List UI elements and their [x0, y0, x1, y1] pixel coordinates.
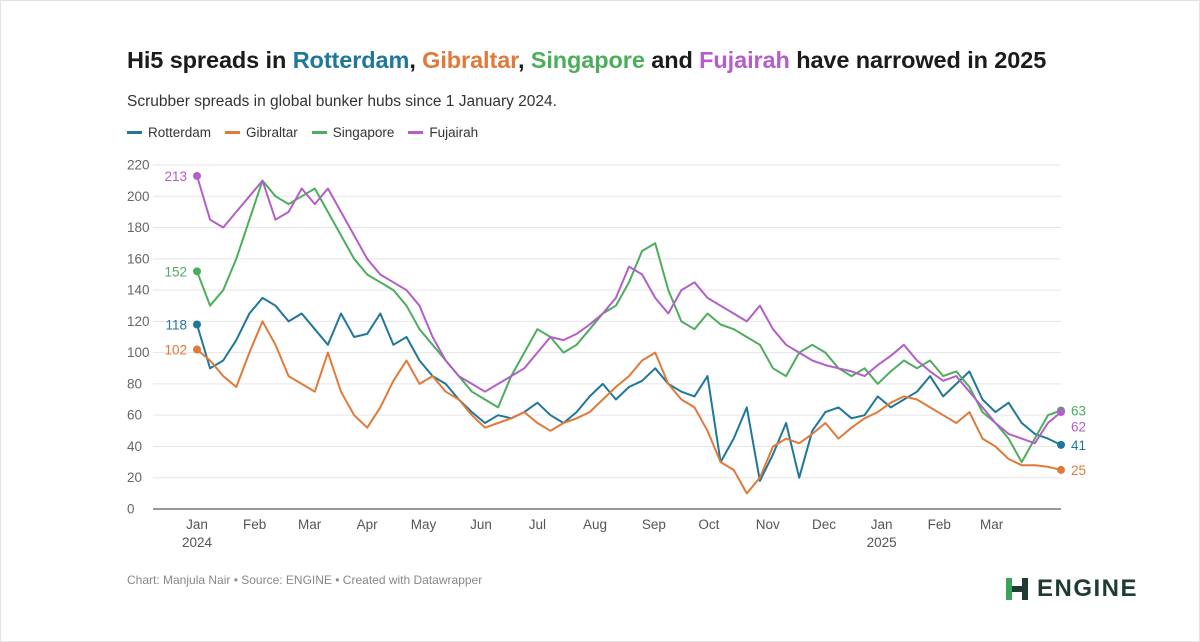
- series-end-label: 41: [1071, 438, 1086, 453]
- x-tick-label: Jan: [186, 517, 208, 532]
- y-tick-label: 180: [127, 220, 150, 235]
- chart-subtitle: Scrubber spreads in global bunker hubs s…: [127, 93, 557, 110]
- series-end-dot: [1057, 440, 1065, 449]
- legend-item-singapore: Singapore: [311, 125, 395, 140]
- title-part-gibraltar: Gibraltar: [422, 47, 518, 73]
- y-tick-label: 100: [127, 345, 150, 360]
- engine-logo-text: ENGINE: [1037, 575, 1139, 602]
- x-tick-label: Jan: [871, 517, 893, 532]
- y-tick-label: 40: [127, 439, 142, 454]
- x-tick-label: Mar: [980, 517, 1004, 532]
- series-start-label: 213: [164, 169, 187, 184]
- series-start-dot: [193, 320, 201, 329]
- title-part: ,: [409, 47, 423, 73]
- x-tick-label: Jun: [470, 517, 492, 532]
- title-part-rotterdam: Rotterdam: [292, 47, 410, 73]
- legend-label: Rotterdam: [148, 125, 212, 140]
- engine-logo-icon: [1006, 578, 1028, 600]
- x-tick-label: Aug: [583, 517, 607, 532]
- series-end-label: 62: [1071, 419, 1086, 434]
- title-part-singapore: Singapore: [530, 47, 645, 73]
- legend-item-gibraltar: Gibraltar: [225, 125, 298, 140]
- x-tick-label: Dec: [812, 517, 836, 532]
- series-end-dot: [1057, 408, 1065, 417]
- series-start-label: 118: [165, 317, 187, 332]
- title-part: Hi5 spreads in: [127, 47, 293, 73]
- line-chart: 0 20 40 60 80 100 120 140 160 180 200 220 Jan 2024 Feb…: [127, 158, 1086, 551]
- legend-label: Fujairah: [429, 125, 479, 140]
- y-tick-label: 0: [127, 502, 135, 517]
- x-tick-label: Mar: [298, 517, 322, 532]
- x-tick-sublabel: 2024: [182, 535, 213, 550]
- legend-item-fujairah: Fujairah: [408, 125, 478, 140]
- title-part: and: [644, 47, 700, 73]
- series-start-dot: [193, 267, 201, 276]
- x-tick-sublabel: 2025: [867, 535, 897, 550]
- y-tick-label: 80: [127, 376, 142, 391]
- engine-logo: ENGINE: [1003, 575, 1138, 603]
- series-line-gibraltar: [196, 320, 1062, 495]
- x-tick-label: Oct: [698, 517, 719, 532]
- legend-swatch: [311, 131, 327, 134]
- y-tick-label: 20: [127, 470, 142, 485]
- y-tick-label: 140: [127, 283, 150, 298]
- series-end-label: 25: [1071, 463, 1086, 478]
- x-tick-label: Apr: [357, 517, 379, 532]
- series-line-singapore: [196, 179, 1062, 464]
- x-tick-label: May: [411, 517, 437, 532]
- legend-label: Gibraltar: [246, 125, 298, 140]
- series-start-dot: [193, 171, 201, 180]
- series-start-dot: [193, 345, 201, 354]
- title-part: ,: [517, 47, 531, 73]
- series-start-label: 152: [164, 264, 187, 279]
- y-tick-label: 120: [127, 314, 150, 329]
- legend-label: Singapore: [332, 125, 395, 140]
- x-tick-label: Feb: [928, 517, 951, 532]
- legend: Rotterdam Gibraltar Singapore Fujairah: [127, 125, 492, 140]
- x-tick-label: Feb: [243, 517, 266, 532]
- x-tick-label: Jul: [529, 517, 546, 532]
- series-start-label: 102: [164, 343, 187, 358]
- series-end-dot: [1057, 465, 1065, 474]
- x-tick-label: Nov: [756, 517, 780, 532]
- y-tick-label: 200: [127, 189, 150, 204]
- legend-swatch: [127, 131, 142, 134]
- legend-swatch: [225, 131, 241, 134]
- series-end-label: 63: [1071, 403, 1086, 418]
- title-part: have narrowed in 2025: [789, 47, 1047, 73]
- y-tick-label: 160: [127, 251, 150, 266]
- chart-credit: Chart: Manjula Nair • Source: ENGINE • C…: [127, 573, 483, 587]
- x-tick-label: Sep: [642, 517, 666, 532]
- y-tick-label: 220: [127, 158, 150, 173]
- y-tick-label: 60: [127, 408, 142, 423]
- series-line-fujairah: [196, 174, 1062, 445]
- series-line-rotterdam: [196, 296, 1062, 482]
- legend-swatch: [408, 131, 424, 134]
- chart-title: Hi5 spreads in Rotterdam, Gibraltar, Sin…: [127, 47, 1046, 74]
- title-part-fujairah: Fujairah: [699, 47, 790, 73]
- legend-item-rotterdam: Rotterdam: [127, 125, 211, 140]
